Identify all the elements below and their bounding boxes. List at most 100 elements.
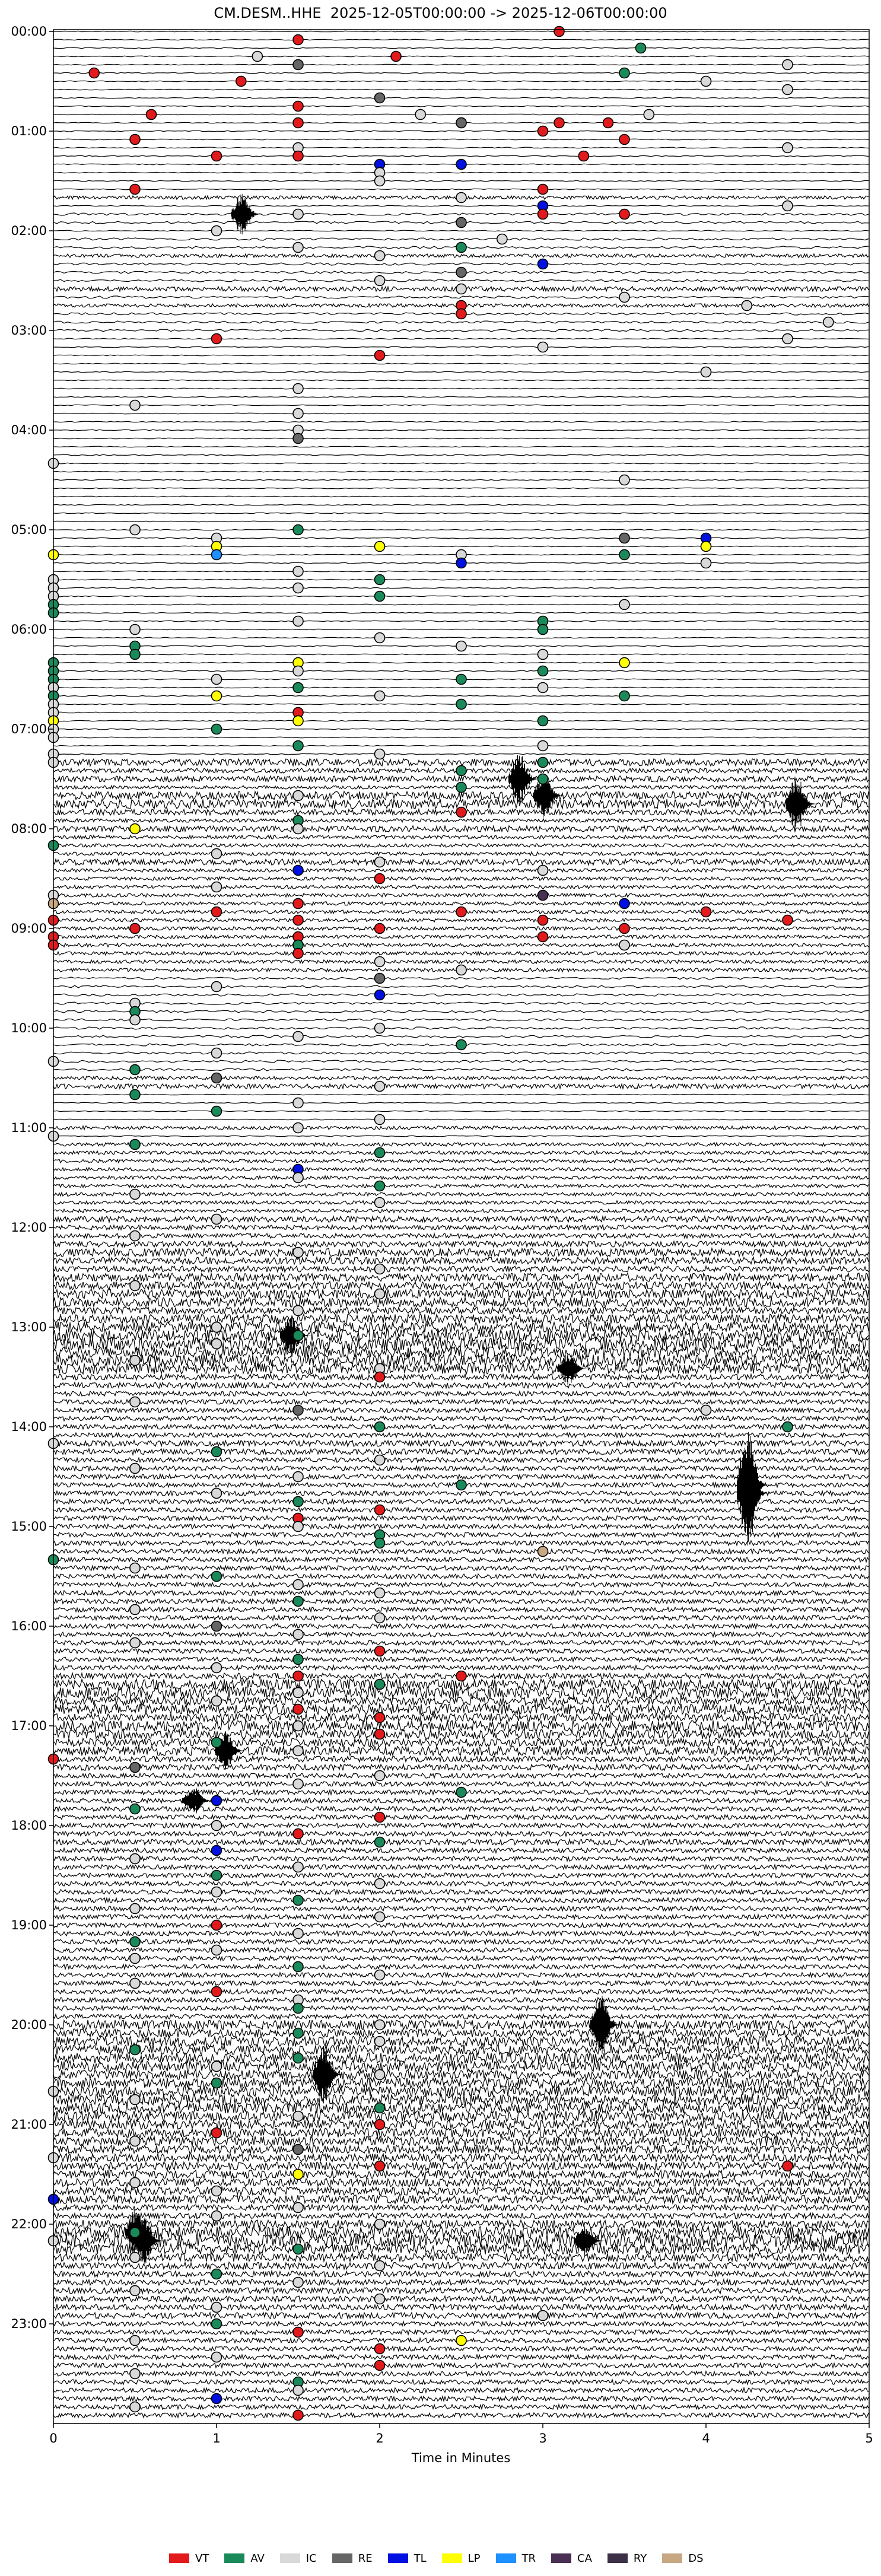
event-marker-ca: [537, 889, 549, 901]
y-tick-label: 16:00: [11, 1619, 47, 1633]
trace-row: [53, 387, 869, 390]
event-marker-av: [211, 2318, 222, 2330]
trace-row: [53, 2242, 869, 2256]
trace-row: [53, 1456, 869, 1464]
trace-row: [53, 188, 869, 190]
event-marker-ic: [292, 2276, 304, 2288]
y-tick-label: 08:00: [11, 822, 47, 836]
event-marker-ic: [456, 964, 467, 976]
trace-row: [53, 396, 869, 398]
event-marker-lp: [211, 690, 222, 702]
trace-row: [53, 1905, 869, 1912]
trace-row: [53, 529, 869, 531]
legend-item-ds: DS: [662, 2552, 704, 2565]
legend-swatch: [607, 2553, 628, 2563]
event-marker-re: [374, 92, 386, 104]
trace-row: [53, 950, 869, 956]
event-marker-re: [374, 972, 386, 984]
trace-row: [53, 462, 869, 465]
y-tick-label: 17:00: [11, 1719, 47, 1733]
trace-row: [53, 262, 869, 266]
trace-row: [53, 205, 869, 207]
event-marker-tl: [374, 989, 386, 1001]
trace-burst: [231, 193, 262, 235]
trace-row: [53, 662, 869, 664]
event-marker-ic: [374, 956, 386, 968]
trace-row: [53, 670, 869, 672]
event-marker-av: [292, 740, 304, 752]
trace-row: [53, 1929, 869, 1938]
event-marker-vt: [292, 914, 304, 926]
event-marker-ic: [129, 1853, 141, 1865]
event-marker-ic: [292, 1720, 304, 1732]
trace-burst: [508, 755, 540, 803]
trace-row: [53, 1075, 869, 1081]
event-marker-ic: [374, 2069, 386, 2081]
event-marker-vt: [374, 1371, 386, 1383]
event-marker-ic: [292, 1246, 304, 1258]
trace-row: [53, 138, 869, 141]
legend-label: VT: [195, 2552, 209, 2565]
trace-row: [53, 346, 869, 348]
trace-row: [53, 171, 869, 174]
event-marker-av: [292, 2027, 304, 2039]
event-marker-ic: [129, 1188, 141, 1200]
event-marker-ic: [374, 2218, 386, 2230]
trace-burst: [215, 1732, 247, 1770]
trace-row: [53, 470, 869, 473]
trace-row: [53, 1737, 869, 1748]
event-marker-tl: [211, 1795, 222, 1807]
event-marker-ic: [211, 1695, 222, 1707]
event-marker-ic: [374, 1878, 386, 1890]
trace-row: [53, 1001, 869, 1005]
event-marker-ic: [129, 1280, 141, 1292]
trace-row: [53, 842, 869, 848]
trace-row: [53, 2119, 869, 2130]
trace-row: [53, 695, 869, 697]
x-axis: 0 1 2 3 4 5: [49, 2424, 873, 2445]
trace-row: [53, 628, 869, 631]
y-tick-label: 13:00: [11, 1320, 47, 1334]
event-marker-ic: [292, 1521, 304, 1532]
trace-row: [53, 88, 869, 91]
trace-row: [53, 745, 869, 747]
y-tick-label: 07:00: [11, 722, 47, 736]
event-marker-ic: [643, 109, 655, 120]
trace-row: [53, 1175, 869, 1181]
trace-row: [53, 1556, 869, 1564]
event-marker-vt: [374, 873, 386, 885]
event-marker-ic: [292, 790, 304, 802]
trace-row: [53, 720, 869, 722]
event-marker-av: [292, 1595, 304, 1607]
event-marker-av: [537, 624, 549, 635]
trace-row: [53, 537, 869, 539]
trace-row: [53, 612, 869, 614]
trace-row: [53, 1647, 869, 1655]
legend-swatch: [387, 2553, 408, 2563]
event-marker-av: [456, 781, 467, 793]
trace-row: [53, 479, 869, 481]
trace-row: [53, 1837, 869, 1847]
event-marker-tl: [211, 2393, 222, 2405]
event-marker-av: [374, 1537, 386, 1549]
trace-row: [53, 2126, 869, 2139]
trace-row: [53, 1118, 869, 1121]
trace-row: [53, 2311, 869, 2320]
event-marker-av: [292, 1330, 304, 1341]
event-marker-ic: [292, 1629, 304, 1640]
event-marker-ic: [129, 624, 141, 635]
event-marker-av: [456, 673, 467, 685]
trace-row: [53, 180, 869, 182]
trace-row: [53, 2395, 869, 2403]
legend-label: AV: [250, 2552, 265, 2565]
event-marker-ic: [129, 524, 141, 536]
trace-row: [53, 1589, 869, 1597]
trace-row: [53, 1353, 869, 1367]
event-marker-ic: [129, 2368, 141, 2380]
plot-frame: [53, 29, 870, 2424]
event-marker-ic: [782, 142, 793, 154]
trace-row: [53, 354, 869, 357]
event-marker-av: [292, 682, 304, 694]
trace-row: [53, 39, 869, 41]
trace-row: [53, 753, 869, 755]
